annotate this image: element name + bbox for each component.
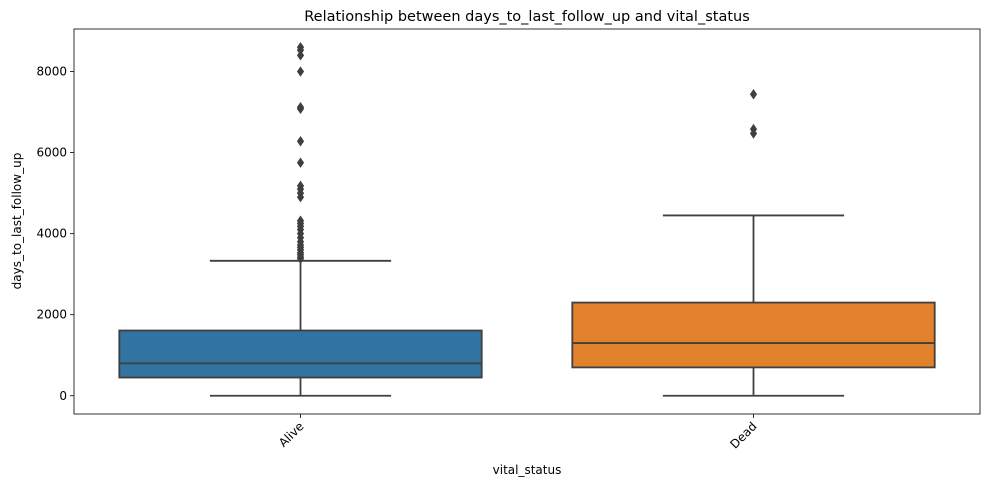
outlier-point xyxy=(296,180,305,192)
x-tick-label: Alive xyxy=(276,419,307,450)
iqr-box xyxy=(118,329,483,379)
outlier-point xyxy=(296,157,305,168)
iqr-box xyxy=(571,301,936,369)
axes-frame xyxy=(73,28,981,415)
outlier-point xyxy=(296,215,305,226)
outlier-point xyxy=(296,42,305,53)
x-tick-label: Dead xyxy=(727,419,759,451)
box-dead xyxy=(571,89,936,397)
chart-title: Relationship between days_to_last_follow… xyxy=(304,9,750,25)
outlier-point xyxy=(749,123,758,135)
y-tick-label: 2000 xyxy=(36,308,67,322)
y-tick-label: 8000 xyxy=(36,65,67,79)
x-axis-label: vital_status xyxy=(493,463,562,477)
box-alive xyxy=(118,42,483,397)
plot-area xyxy=(118,42,936,397)
y-axis: 0 2000 4000 6000 8000 xyxy=(36,65,74,403)
y-axis-label: days_to_last_follow_up xyxy=(10,153,24,290)
y-tick-label: 4000 xyxy=(36,227,67,241)
outlier-point xyxy=(296,136,305,147)
y-tick-label: 0 xyxy=(59,389,67,403)
outlier-point xyxy=(296,66,305,77)
outlier-point xyxy=(749,89,758,100)
x-axis: Alive Dead xyxy=(276,414,760,451)
outlier-point xyxy=(296,102,305,113)
y-tick-label: 6000 xyxy=(36,146,67,160)
outlier-point xyxy=(296,50,305,61)
